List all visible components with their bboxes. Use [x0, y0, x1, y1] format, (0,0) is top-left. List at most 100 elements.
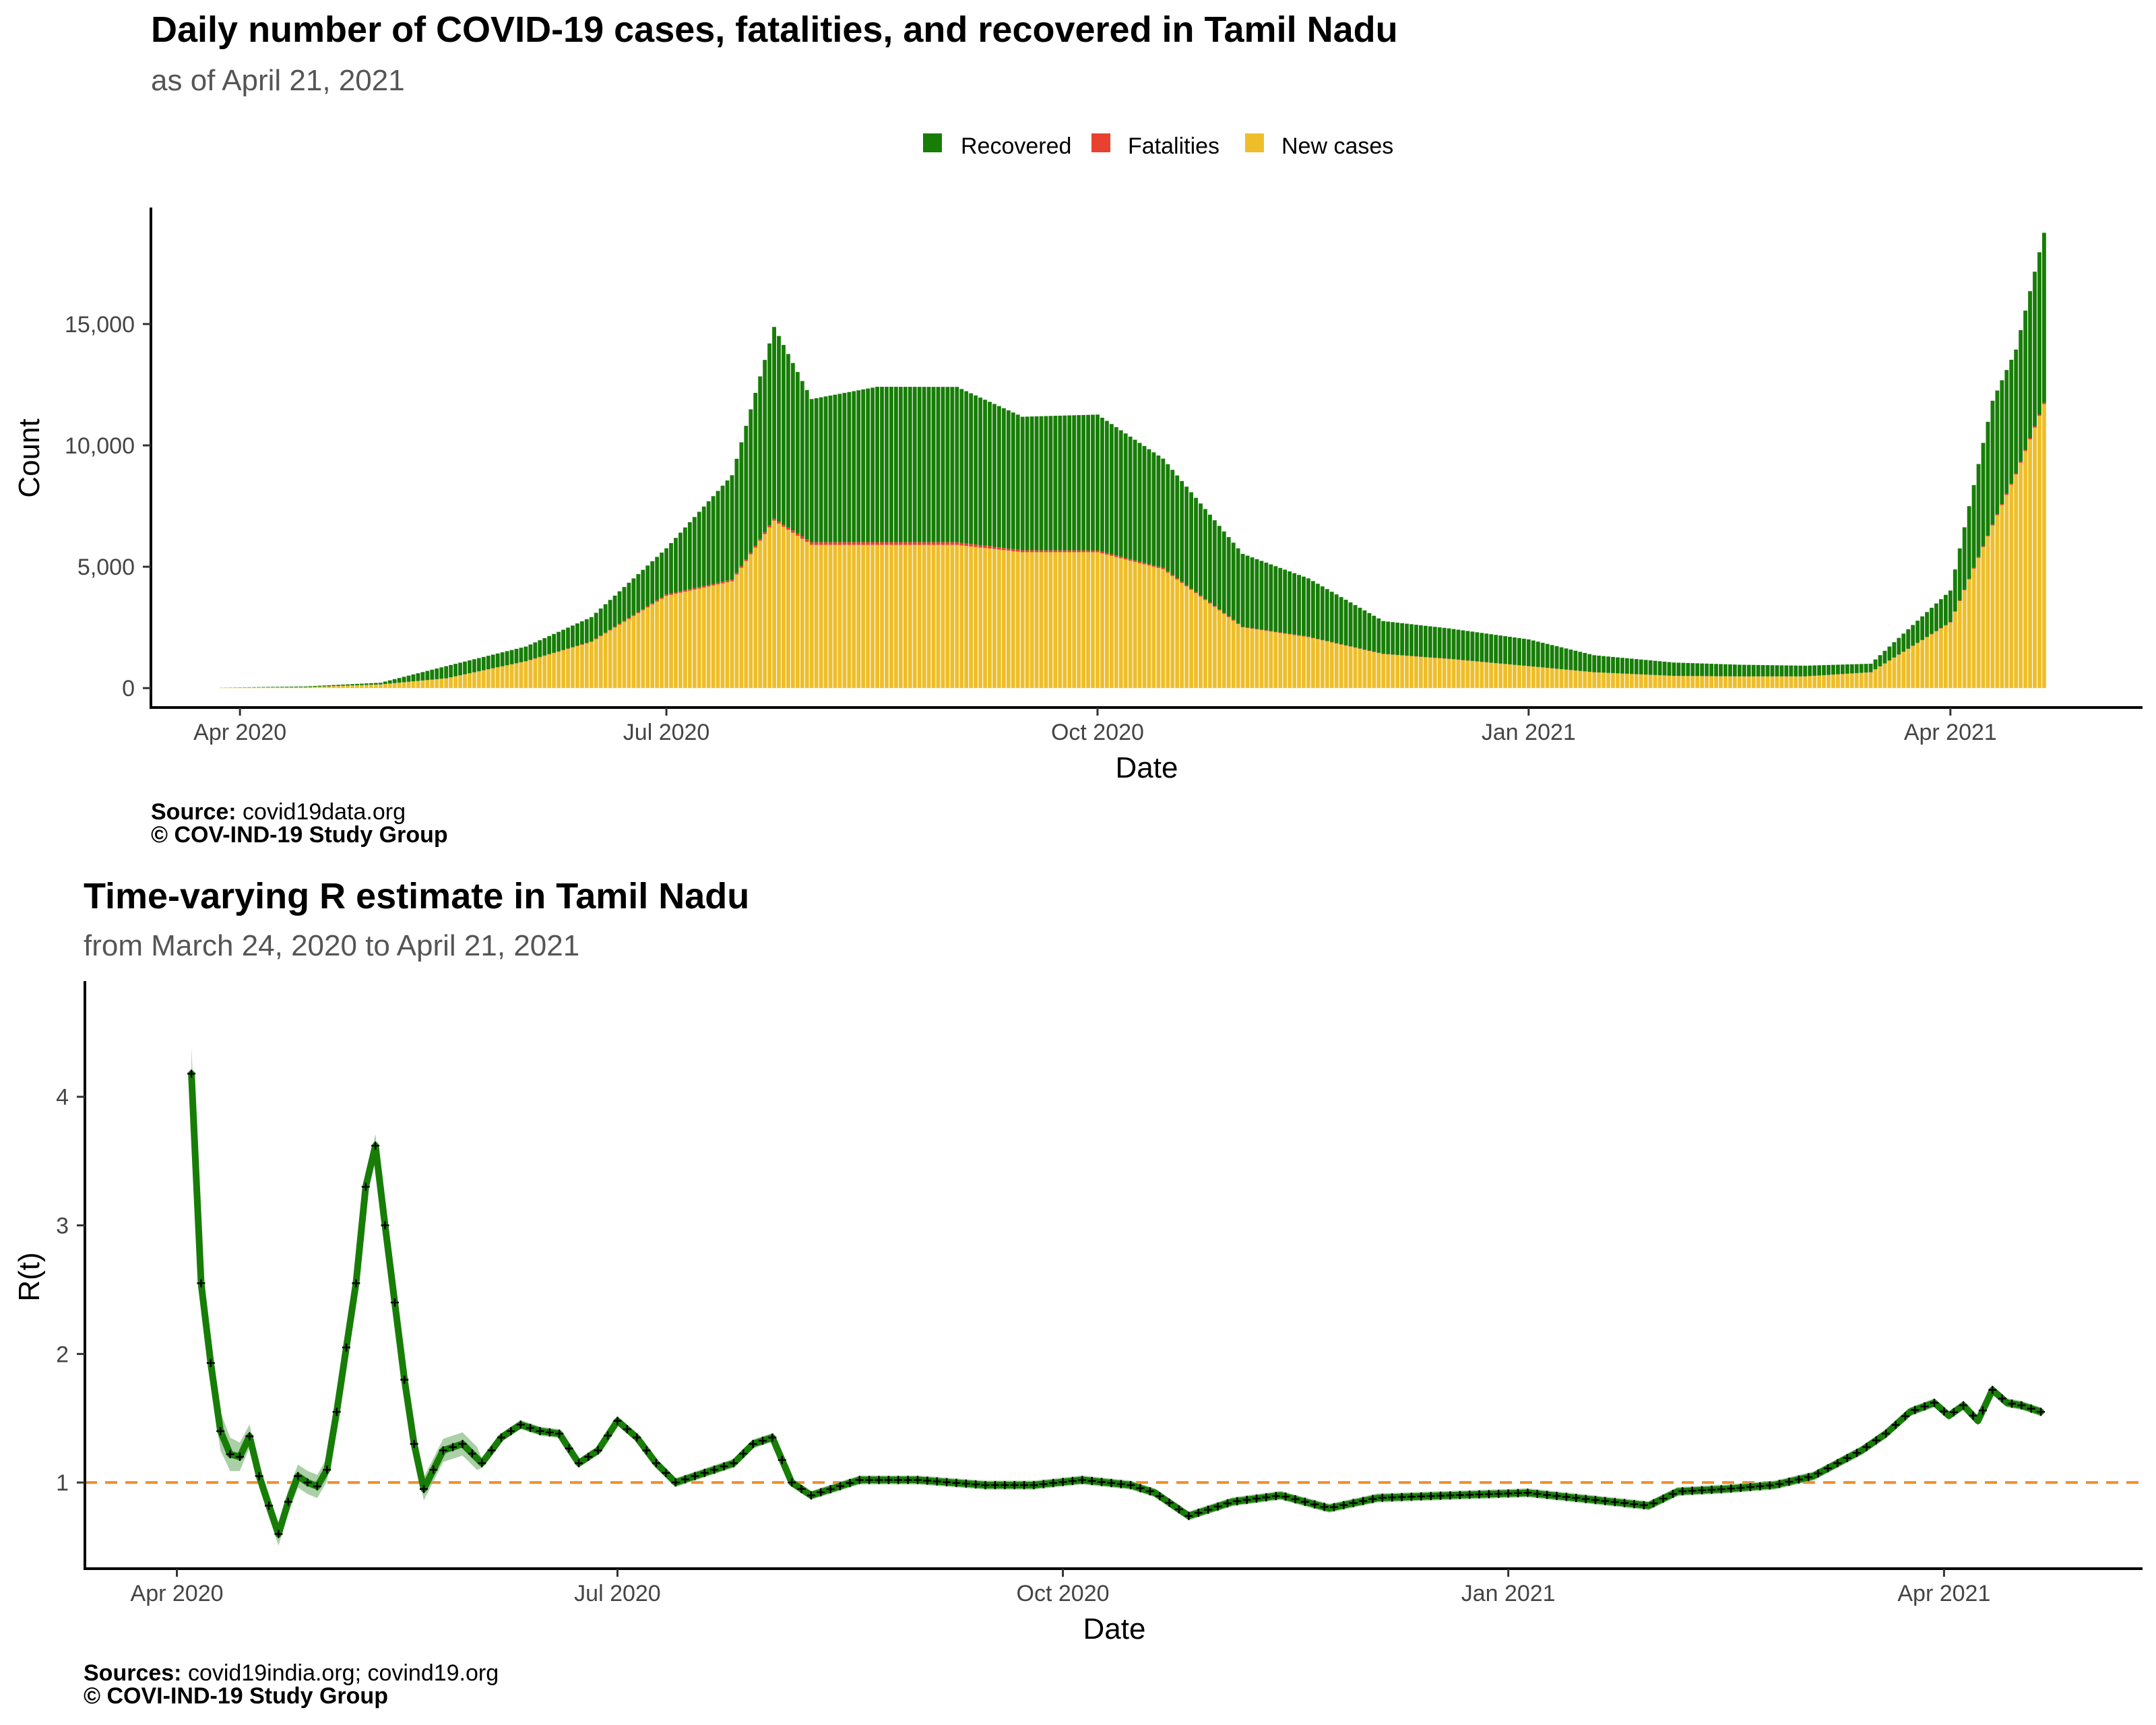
bar-new-cases	[1751, 676, 1756, 689]
bar-new-cases	[1025, 552, 1029, 689]
bar-fatalities	[547, 654, 552, 655]
bar-fatalities	[2000, 504, 2004, 505]
bar-recovered	[1189, 492, 1193, 589]
bar-recovered	[1662, 661, 1667, 676]
bar-new-cases	[378, 684, 383, 689]
bar-fatalities	[1203, 598, 1207, 600]
r-point	[323, 1466, 331, 1474]
bar-fatalities	[636, 612, 641, 613]
bar-recovered	[2037, 252, 2041, 415]
bar-recovered	[870, 387, 875, 542]
r-point	[1756, 1482, 1765, 1491]
bar-new-cases	[1400, 655, 1404, 689]
bar-fatalities	[1020, 550, 1025, 553]
bar-new-cases	[1114, 557, 1118, 689]
bar-new-cases	[2009, 484, 2014, 689]
bar-fatalities	[875, 542, 879, 545]
bar-recovered	[608, 600, 612, 630]
bar-new-cases	[425, 680, 430, 689]
cases-legend: Recovered Fatalities New cases	[923, 133, 1393, 159]
bar-new-cases	[360, 685, 364, 689]
r-point	[255, 1472, 263, 1480]
y-tick-label: 0	[122, 676, 135, 701]
bar-new-cases	[1948, 622, 1953, 689]
bar-fatalities	[856, 542, 861, 545]
bar-new-cases	[1222, 613, 1226, 689]
bar-new-cases	[669, 594, 673, 689]
bar-recovered	[308, 686, 313, 687]
bar-recovered	[795, 372, 800, 534]
bar-new-cases	[763, 534, 767, 689]
bar-new-cases	[603, 633, 608, 689]
bar-new-cases	[1109, 555, 1114, 689]
r-point	[1068, 1476, 1077, 1485]
bar-recovered	[1686, 662, 1690, 677]
bar-recovered	[1728, 664, 1732, 677]
bar-new-cases	[777, 524, 781, 689]
bar-new-cases	[1859, 672, 1864, 689]
r-point	[749, 1439, 757, 1448]
bar-new-cases	[1648, 675, 1653, 689]
bar-recovered	[1142, 445, 1147, 563]
bar-recovered	[1250, 557, 1255, 629]
bar-fatalities	[1086, 550, 1090, 553]
bar-fatalities	[753, 545, 758, 548]
r-y-axis-label: R(t)	[13, 1252, 46, 1301]
bar-new-cases	[322, 686, 327, 689]
bar-fatalities	[2023, 449, 2028, 451]
r-point	[1175, 1505, 1184, 1513]
bar-new-cases	[1297, 635, 1301, 689]
bar-new-cases	[369, 685, 373, 689]
bar-fatalities	[1044, 550, 1048, 553]
x-tick-label: Apr 2021	[1904, 720, 1997, 745]
bar-recovered	[1278, 567, 1283, 633]
bar-new-cases	[1728, 676, 1732, 689]
bar-new-cases	[1217, 610, 1222, 689]
bar-recovered	[926, 387, 931, 542]
bar-recovered	[1104, 420, 1109, 553]
bar-fatalities	[1236, 623, 1240, 625]
bar-fatalities	[1953, 611, 1957, 612]
bar-recovered	[856, 390, 861, 542]
bar-recovered	[495, 653, 500, 668]
r-point	[303, 1478, 312, 1487]
bar-recovered	[1048, 416, 1053, 551]
bar-recovered	[1531, 640, 1535, 667]
r-point	[894, 1476, 903, 1484]
bar-fatalities	[782, 524, 786, 527]
bar-new-cases	[224, 687, 228, 689]
bar-new-cases	[1784, 676, 1789, 689]
bar-recovered	[1329, 592, 1334, 642]
bar-fatalities	[1199, 595, 1203, 597]
bar-new-cases	[1803, 676, 1808, 689]
bar-new-cases	[1414, 656, 1418, 689]
r-point	[1630, 1500, 1639, 1509]
bar-recovered	[744, 425, 749, 560]
bar-new-cases	[476, 671, 481, 689]
bar-fatalities	[988, 546, 992, 549]
bar-new-cases	[1489, 662, 1494, 689]
bar-new-cases	[1386, 654, 1391, 689]
bar-recovered	[641, 569, 645, 609]
bar-recovered	[1498, 635, 1503, 664]
r-point	[1213, 1502, 1222, 1511]
bar-new-cases	[1616, 673, 1620, 689]
bar-new-cases	[1503, 664, 1508, 689]
bar-fatalities	[571, 647, 575, 648]
bar-recovered	[547, 635, 552, 654]
bar-new-cases	[1690, 676, 1695, 689]
r-point	[216, 1426, 225, 1435]
bar-recovered	[490, 654, 495, 668]
r-point	[797, 1484, 806, 1493]
bar-recovered	[509, 650, 514, 664]
r-point	[245, 1432, 254, 1441]
r-point	[1271, 1492, 1280, 1501]
bar-new-cases	[1334, 643, 1339, 689]
bar-recovered	[1480, 633, 1484, 662]
bar-new-cases	[1259, 630, 1264, 689]
bar-new-cases	[1906, 649, 1911, 689]
bar-recovered	[383, 681, 387, 685]
bar-new-cases	[1967, 579, 1971, 689]
r-point	[381, 1221, 389, 1230]
bar-recovered	[435, 668, 439, 679]
